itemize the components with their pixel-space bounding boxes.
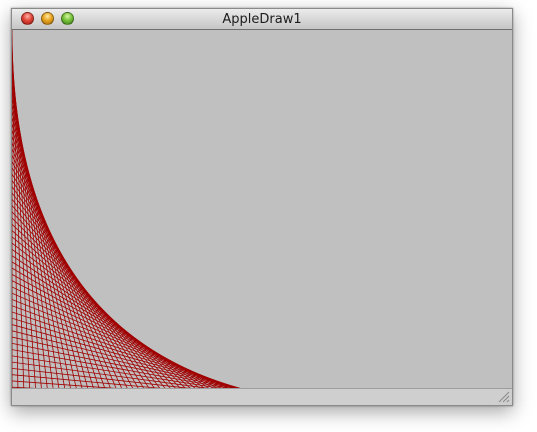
string-art-lines <box>12 30 355 405</box>
string-art-drawing <box>12 30 355 405</box>
drawing-canvas[interactable] <box>12 30 512 405</box>
minimize-button[interactable] <box>41 12 54 25</box>
close-button[interactable] <box>21 12 34 25</box>
app-window: AppleDraw1 <box>11 8 513 406</box>
zoom-button[interactable] <box>61 12 74 25</box>
resize-grip-icon[interactable] <box>498 391 510 403</box>
window-title: AppleDraw1 <box>222 12 302 27</box>
status-bar <box>12 388 512 405</box>
title-bar[interactable]: AppleDraw1 <box>12 9 512 30</box>
